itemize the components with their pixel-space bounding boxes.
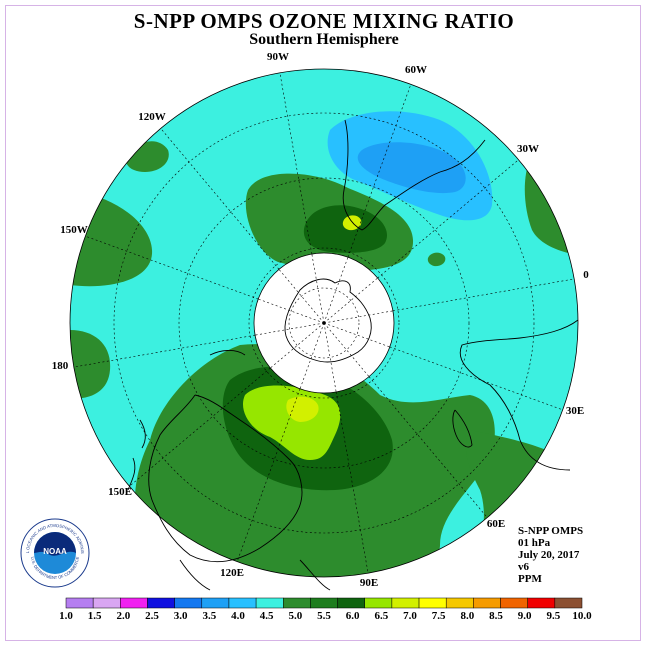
longitude-labels: 90W 60W 30W 0 30E 60E 90E 120E 150E 180 … — [52, 51, 590, 589]
contour-5-5-north — [303, 205, 387, 253]
info-version: v6 — [518, 561, 529, 573]
info-instrument: S-NPP OMPS — [518, 525, 584, 537]
coastline-antarctica — [284, 278, 372, 363]
south-pole-marker — [322, 321, 326, 325]
meridian-line — [347, 84, 412, 258]
info-level: 01 hPa — [518, 537, 551, 549]
info-date: July 20, 2017 — [518, 549, 580, 561]
figure-frame — [5, 5, 641, 641]
meridian-line — [129, 367, 271, 487]
meridian-line — [279, 72, 313, 255]
lon-label-90w: 90W — [267, 51, 289, 63]
meridian-line — [85, 235, 259, 300]
coastline-madagascar — [452, 409, 473, 448]
lon-label-150w: 150W — [60, 224, 88, 236]
coastlines — [127, 119, 579, 591]
contour-5-0-east-spot — [427, 252, 446, 267]
lon-label-180: 180 — [52, 360, 69, 372]
meridian-line — [392, 278, 575, 312]
lon-label-60w: 60W — [405, 64, 427, 76]
meridian-line — [236, 388, 301, 562]
info-block: S-NPP OMPS 01 hPa July 20, 2017 v6 PPM — [518, 525, 583, 585]
lon-label-30e: 30E — [566, 405, 584, 417]
lon-label-0: 0 — [583, 269, 589, 281]
info-units: PPM — [518, 573, 542, 585]
contour-3-5-northeast — [357, 142, 466, 194]
logo-bird-shape — [34, 532, 76, 556]
meridian-line — [368, 376, 488, 518]
latitude-circle-85s — [288, 287, 360, 359]
coastline-new-zealand — [127, 419, 146, 491]
meridian-line — [335, 391, 369, 574]
lon-label-150e: 150E — [108, 486, 132, 498]
coastline-africa — [459, 319, 579, 471]
meridian-line — [389, 346, 563, 411]
latitude-circle-60s — [178, 177, 470, 469]
noaa-logo-icon: NATIONAL OCEANIC AND ATMOSPHERIC ADMINIS… — [20, 518, 90, 588]
graticule — [73, 72, 575, 574]
meridian-line — [73, 334, 256, 368]
page-title: S-NPP OMPS OZONE MIXING RATIO — [133, 9, 515, 33]
latitude-circle-75s — [248, 247, 400, 399]
meridian-line — [377, 159, 519, 279]
coastline-south-america — [342, 119, 486, 231]
latitude-circle-45s — [113, 112, 535, 534]
polar-cap-graticule — [255, 254, 393, 392]
lon-label-120e: 120E — [220, 567, 244, 579]
lon-label-60e: 60E — [487, 518, 505, 530]
page-subtitle: Southern Hemisphere — [249, 31, 399, 48]
logo-text: NOAA — [43, 547, 67, 556]
map-border — [69, 68, 579, 578]
lon-label-90e: 90E — [360, 577, 378, 589]
coastline-australia — [148, 394, 303, 563]
contour-6-5-south — [286, 396, 319, 422]
meridians — [73, 72, 575, 574]
meridian-line — [160, 128, 280, 270]
lon-label-30w: 30W — [517, 143, 539, 155]
lon-label-120w: 120W — [138, 111, 166, 123]
